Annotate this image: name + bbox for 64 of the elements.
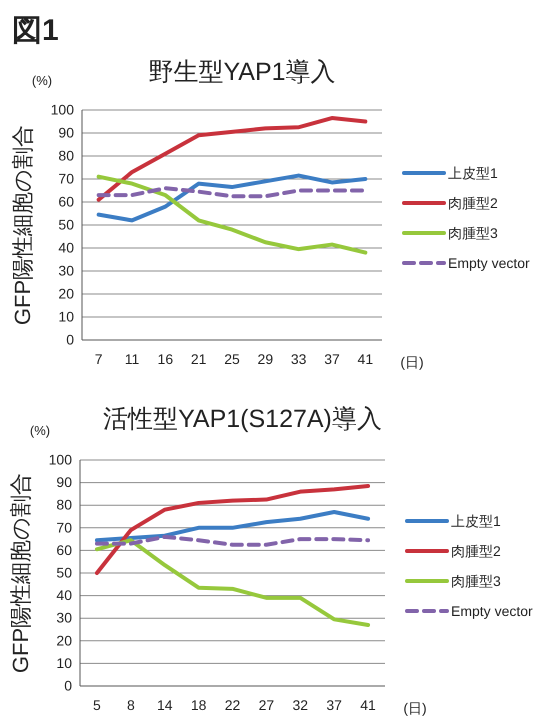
y-tick-label: 10 — [56, 654, 72, 671]
y-tick-label: 90 — [56, 474, 72, 490]
y-tick-label: 100 — [48, 451, 72, 468]
x-tick-label: 37 — [326, 696, 342, 713]
line-series — [96, 174, 368, 222]
legend-label: Empty vector — [448, 255, 530, 271]
x-tick-label: 29 — [258, 350, 274, 367]
x-tick-label: 25 — [224, 350, 240, 367]
legend-label: 肉腫型3 — [448, 225, 498, 241]
text: (%) — [30, 423, 50, 438]
y-tick-label: 40 — [56, 587, 72, 604]
legend-label: 上皮型1 — [448, 165, 498, 181]
x-tick-label: 16 — [158, 350, 174, 367]
line-series — [94, 534, 370, 547]
y-axis-title: GFP陽性細胞の割合 — [8, 472, 33, 674]
legend-label: 上皮型1 — [451, 513, 501, 529]
y-tick-label: 30 — [58, 262, 74, 278]
x-tick-label: 41 — [360, 696, 376, 713]
y-tick-label: 30 — [56, 610, 72, 626]
y-tick-label: 90 — [58, 124, 74, 140]
y-tick-label: 60 — [56, 542, 72, 558]
caption: 図1 — [12, 14, 59, 47]
x-tick-label: 41 — [358, 350, 374, 367]
x-tick-label: 27 — [258, 696, 274, 713]
y-tick-label: 0 — [66, 331, 74, 348]
y-tick-label: 60 — [58, 193, 74, 210]
x-tick-label: 22 — [224, 696, 240, 713]
x-tick-label: 8 — [126, 696, 135, 713]
chart-title: 野生型YAP1導入 — [148, 58, 336, 86]
y-tick-label: 40 — [58, 239, 74, 256]
y-tick-label: 20 — [56, 632, 72, 648]
x-axis-title: (日) — [403, 700, 427, 716]
x-tick-label: 32 — [292, 696, 308, 713]
x-tick-label: 5 — [93, 696, 102, 713]
y-tick-label: 80 — [58, 147, 74, 164]
y-tick-label: 50 — [56, 564, 72, 580]
x-tick-label: 7 — [94, 350, 103, 367]
y-tick-label: 70 — [58, 170, 74, 186]
x-tick-label: 18 — [190, 696, 207, 713]
y-tick-label: 0 — [64, 677, 72, 694]
chart-title: 活性型YAP1(S127A)導入 — [103, 405, 382, 433]
y-tick-label: 10 — [58, 308, 74, 324]
x-axis-title: (日) — [400, 354, 424, 370]
line-series — [94, 538, 370, 627]
line-series — [94, 484, 370, 575]
y-tick-label: 50 — [58, 216, 74, 232]
legend-label: 肉腫型2 — [451, 543, 501, 559]
x-tick-label: 14 — [156, 696, 173, 713]
y-axis-title: GFP陽性細胞の割合 — [10, 124, 35, 326]
y-tick-label: 20 — [58, 285, 74, 302]
y-tick-label: 80 — [56, 496, 72, 513]
line-series — [94, 510, 370, 542]
text: (%) — [32, 73, 52, 88]
legend-label: Empty vector — [451, 603, 534, 619]
y-tick-label: 70 — [56, 519, 72, 536]
x-tick-label: 11 — [124, 350, 140, 367]
legend-label: 肉腫型2 — [448, 195, 498, 211]
x-tick-label: 37 — [324, 350, 340, 367]
x-tick-label: 21 — [190, 350, 207, 367]
x-tick-label: 33 — [290, 350, 307, 367]
line-series — [96, 116, 368, 202]
line-series — [96, 174, 368, 255]
legend-label: 肉腫型3 — [451, 573, 501, 589]
y-tick-label: 100 — [50, 101, 74, 118]
